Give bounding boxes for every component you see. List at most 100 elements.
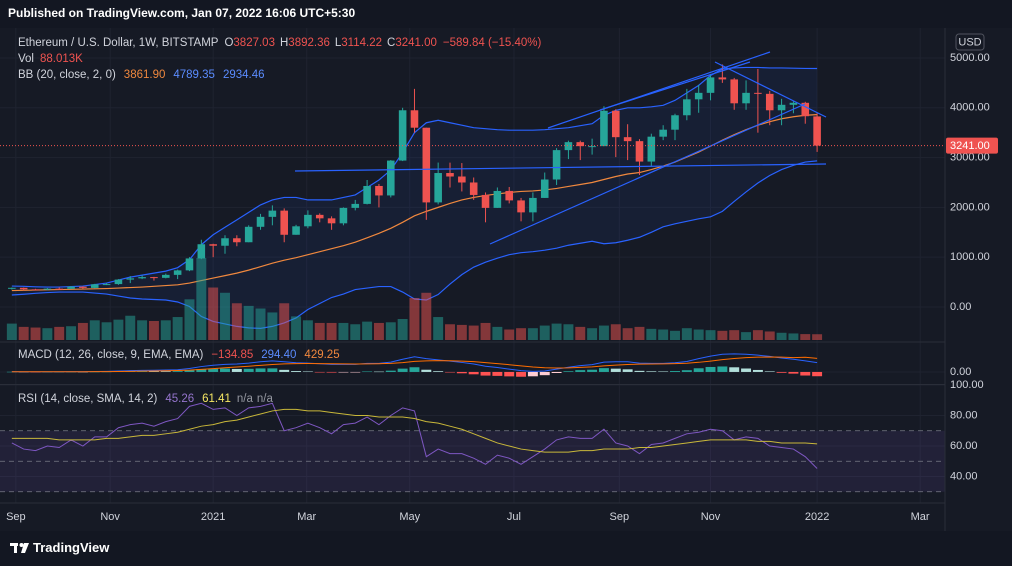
logo-part (14, 543, 17, 553)
volume-bar (598, 325, 609, 340)
macd-histogram-bar (338, 371, 349, 373)
volume-bar (6, 323, 17, 340)
candle-body (304, 214, 312, 227)
candle-body (79, 286, 87, 288)
macd-histogram-bar (717, 366, 728, 372)
x-tick-label: May (399, 511, 420, 523)
x-tick-label: Mar (297, 511, 316, 523)
candle-body (375, 185, 383, 196)
footer-brand: TradingView (33, 540, 110, 555)
legend-value: 3861.90 (124, 69, 166, 81)
bb-line (11, 66, 818, 288)
macd-histogram-bar (362, 371, 373, 373)
candle-body (244, 226, 253, 243)
candle-body (8, 287, 16, 289)
candle-body (138, 277, 146, 279)
candle-body (315, 214, 324, 219)
candles (8, 64, 821, 291)
volume-bar (54, 326, 65, 340)
y-tick-label: 2000.00 (950, 201, 990, 213)
legend-value: 294.40 (261, 349, 296, 361)
macd-histogram-bar (172, 371, 183, 372)
candle-body (422, 127, 431, 203)
candle-body (505, 190, 513, 201)
volume-bar (113, 319, 124, 340)
volume-bar (551, 323, 562, 340)
candle-body (173, 270, 182, 275)
macd-histogram-bar (385, 370, 396, 372)
symbol: Ethereum / U.S. Dollar, 1W, BITSTAMP (18, 37, 219, 49)
macd-histogram-bar (788, 371, 799, 374)
volume (6, 258, 823, 340)
volume-bar (314, 322, 325, 340)
candle-body (540, 179, 549, 198)
candle-body (813, 116, 821, 146)
macd-histogram-bar (433, 371, 444, 372)
candle-body (564, 142, 573, 151)
legend-key: O (224, 37, 233, 49)
macd-legend: MACD (12, 26, close, 9, EMA, EMA) −134.85… (18, 349, 340, 361)
macd-histogram-bar (516, 371, 527, 377)
candle-body (552, 150, 561, 180)
candle-body (185, 258, 194, 271)
legend-value: n/a (237, 393, 254, 405)
macd-histogram-bar (421, 369, 432, 372)
y-tick-label: 0.00 (950, 366, 971, 378)
macd-histogram-bar (776, 371, 787, 373)
last-price-box (946, 137, 998, 154)
trend-line (547, 51, 771, 129)
macd-histogram-bar (764, 371, 775, 372)
candle-body (90, 284, 99, 288)
volume-bar (42, 328, 53, 340)
volume-bar (776, 332, 787, 340)
volume-bar (125, 315, 136, 340)
volume-bar (516, 328, 527, 340)
candle-body (55, 288, 63, 290)
y-tick-label: 0.00 (950, 301, 971, 313)
macd-histogram-bar (184, 370, 195, 372)
published: Published on TradingView.com, Jan 07, 20… (8, 6, 355, 20)
volume-bar (326, 322, 337, 340)
volume-bar (208, 287, 219, 340)
volume-bar (397, 319, 408, 340)
trend-line (489, 103, 806, 245)
volume-bar (66, 326, 77, 340)
volume-bar (729, 330, 740, 340)
macd-histogram-bar (267, 368, 278, 372)
symbol-legend: Ethereum / U.S. Dollar, 1W, BITSTAMP O382… (18, 37, 542, 49)
unit-box (955, 33, 985, 51)
macd-histogram-bar (409, 367, 420, 372)
macd-histogram-bar (397, 368, 408, 372)
volume-bar (350, 324, 361, 340)
legend-value: 2934.46 (223, 69, 265, 81)
macd-histogram-bar (220, 368, 230, 372)
y-tick-label: 3000.00 (950, 151, 990, 163)
candle-body (256, 216, 265, 227)
y-tick-label: 5000.00 (950, 52, 990, 64)
volume-bar (148, 320, 159, 340)
volume-bar (705, 330, 716, 340)
bb-legend: BB (20, close, 2, 0) 3861.90 4789.35 2934.4… (18, 69, 265, 81)
candle-body (612, 110, 620, 138)
candle-body (801, 102, 810, 117)
volume-bar (764, 331, 775, 340)
volume-bar (622, 328, 633, 340)
candle-body (493, 190, 502, 208)
volume-legend: Vol 88.013K (18, 53, 83, 65)
macd-histogram-bar (350, 371, 361, 373)
volume-bar (30, 327, 41, 340)
volume-bar (658, 329, 669, 340)
candle-body (469, 182, 478, 195)
volume-bar (220, 292, 230, 340)
indicators (0, 145, 945, 493)
macd-histogram-bar (208, 368, 219, 372)
candle-body (694, 92, 703, 100)
volume-bar (681, 328, 692, 340)
macd-histogram-bar (527, 371, 538, 377)
candle-body (529, 197, 537, 213)
y-tick-label: 80.00 (950, 409, 978, 421)
candle-body (434, 173, 442, 203)
legend-value: 3892.36 (288, 37, 330, 49)
legend-value: 4789.35 (173, 69, 215, 81)
candle-body (19, 287, 28, 290)
